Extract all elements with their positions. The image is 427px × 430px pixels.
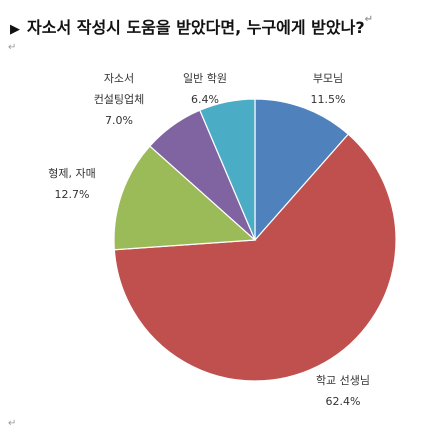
chart-title-text: 자소서 작성시 도움을 받았다면, 누구에게 받았나? <box>27 18 365 37</box>
slice-label: 부모님 11.5% <box>311 72 346 106</box>
pie-slice <box>113 133 397 382</box>
paragraph-mark-icon: ↵ <box>8 418 17 429</box>
paragraph-mark-icon: ↵ <box>8 42 17 53</box>
slice-label: 일반 학원 6.4% <box>183 71 227 106</box>
pie-slice <box>199 98 256 241</box>
pie-slice <box>113 145 257 251</box>
chart-title: ▶ 자소서 작성시 도움을 받았다면, 누구에게 받았나? ↵ <box>10 14 373 38</box>
slice-label: 형제, 자매 12.7% <box>48 167 95 201</box>
paragraph-mark-icon: ↵ <box>364 14 374 25</box>
pie-labels: 부모님 11.5% 학교 선생님 62.4% 형제, 자매 12.7% 자소서 컨설팅업체 7.… <box>48 71 370 408</box>
pie-slice <box>254 98 350 242</box>
pie-slices <box>113 98 397 382</box>
slice-label: 자소서 컨설팅업체 7.0% <box>94 72 145 127</box>
slice-label: 학교 선생님 62.4% <box>316 374 370 408</box>
triangle-bullet-icon: ▶ <box>10 22 20 37</box>
